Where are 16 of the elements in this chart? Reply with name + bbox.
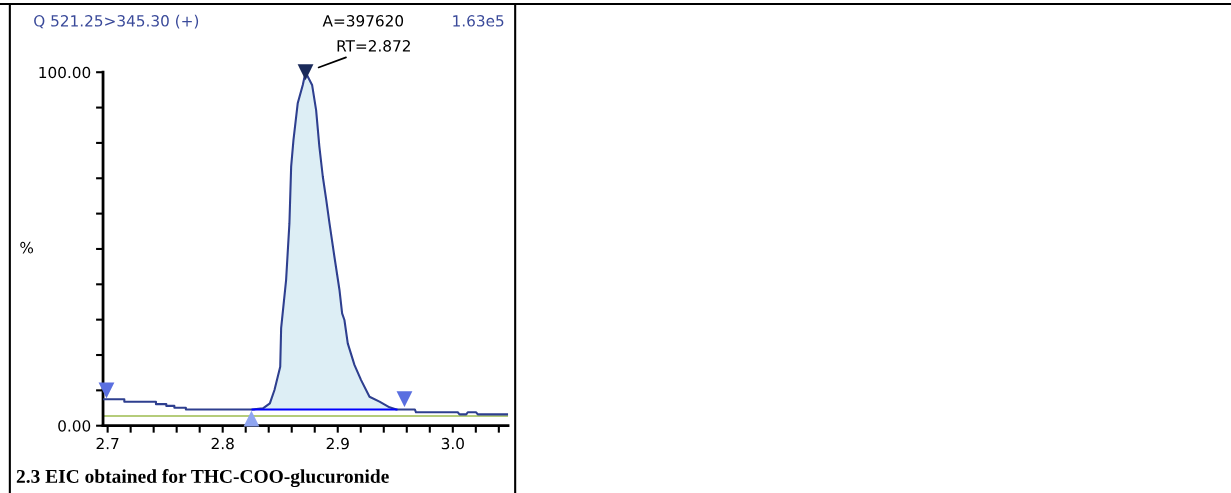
y-tick-label: 0.00 xyxy=(58,420,91,432)
text: 2.3 EIC obtained for THC-COO-glucuronide xyxy=(16,469,389,488)
x-tick-label: 3.0 xyxy=(441,437,464,450)
chart-title: Q 521.25>345.30 (+) xyxy=(34,14,199,29)
point xyxy=(396,391,413,408)
y-tick-label: 100.00 xyxy=(39,66,91,79)
x-tick-label: 2.7 xyxy=(96,437,119,450)
text: 1.63e5 xyxy=(453,15,504,27)
annotation: RT=2.872 xyxy=(337,40,410,52)
x-tick-label: 2.9 xyxy=(326,437,349,450)
x-tick-label: 2.8 xyxy=(211,437,234,450)
point xyxy=(297,64,314,81)
y-axis-title: % xyxy=(20,241,34,254)
point xyxy=(98,382,115,399)
text: A=397620 xyxy=(322,15,404,27)
point xyxy=(243,410,260,427)
